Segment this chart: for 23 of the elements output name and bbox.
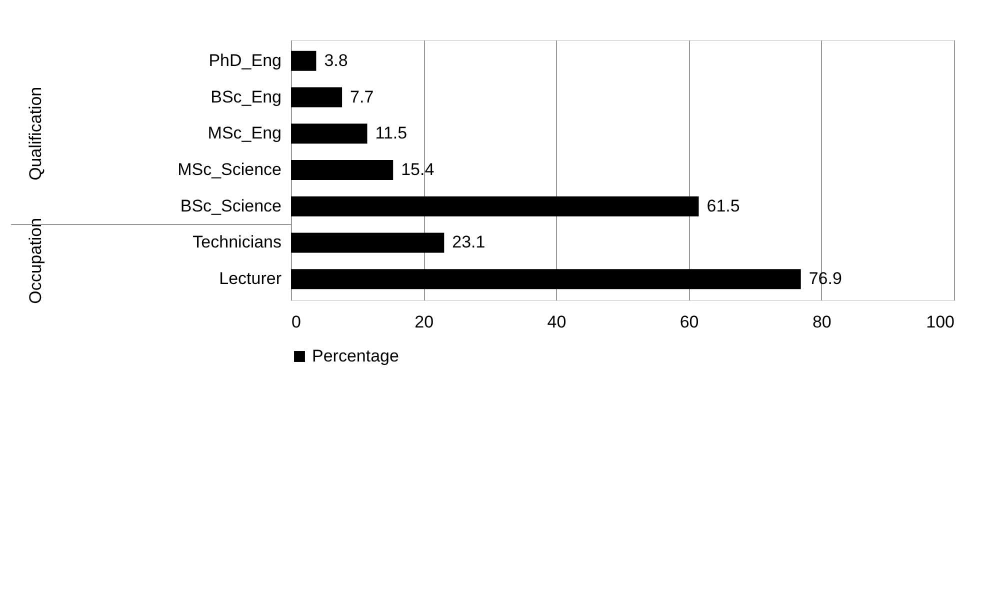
y-tick-label: Technicians: [192, 232, 282, 252]
x-tick-label: 0: [292, 312, 301, 332]
y-tick-label: Lecturer: [219, 269, 282, 288]
text: Occupation: [26, 218, 45, 304]
data-label: 76.9: [808, 269, 842, 288]
y-tick-label: BSc_Science: [180, 196, 282, 216]
text: Qualification: [26, 86, 45, 180]
x-tick-label: 40: [547, 312, 566, 332]
legend-label: Percentage: [312, 346, 399, 366]
data-label: 11.5: [375, 124, 408, 143]
y-tick-label: MSc_Science: [178, 160, 282, 179]
data-label: 23.1: [452, 232, 486, 252]
y-tick-label: MSc_Eng: [208, 124, 282, 143]
data-label: 3.8: [324, 50, 348, 70]
x-tick-label: 100: [926, 312, 954, 332]
x-tick-label: 80: [812, 312, 832, 332]
data-label: 7.7: [350, 87, 374, 106]
data-label: 61.5: [706, 196, 740, 216]
x-tick-label: 20: [414, 312, 434, 332]
y-tick-label: PhD_Eng: [208, 50, 282, 70]
x-tick-label: 60: [680, 312, 699, 332]
data-label: 15.4: [401, 160, 434, 179]
y-tick-label: BSc_Eng: [210, 87, 282, 106]
